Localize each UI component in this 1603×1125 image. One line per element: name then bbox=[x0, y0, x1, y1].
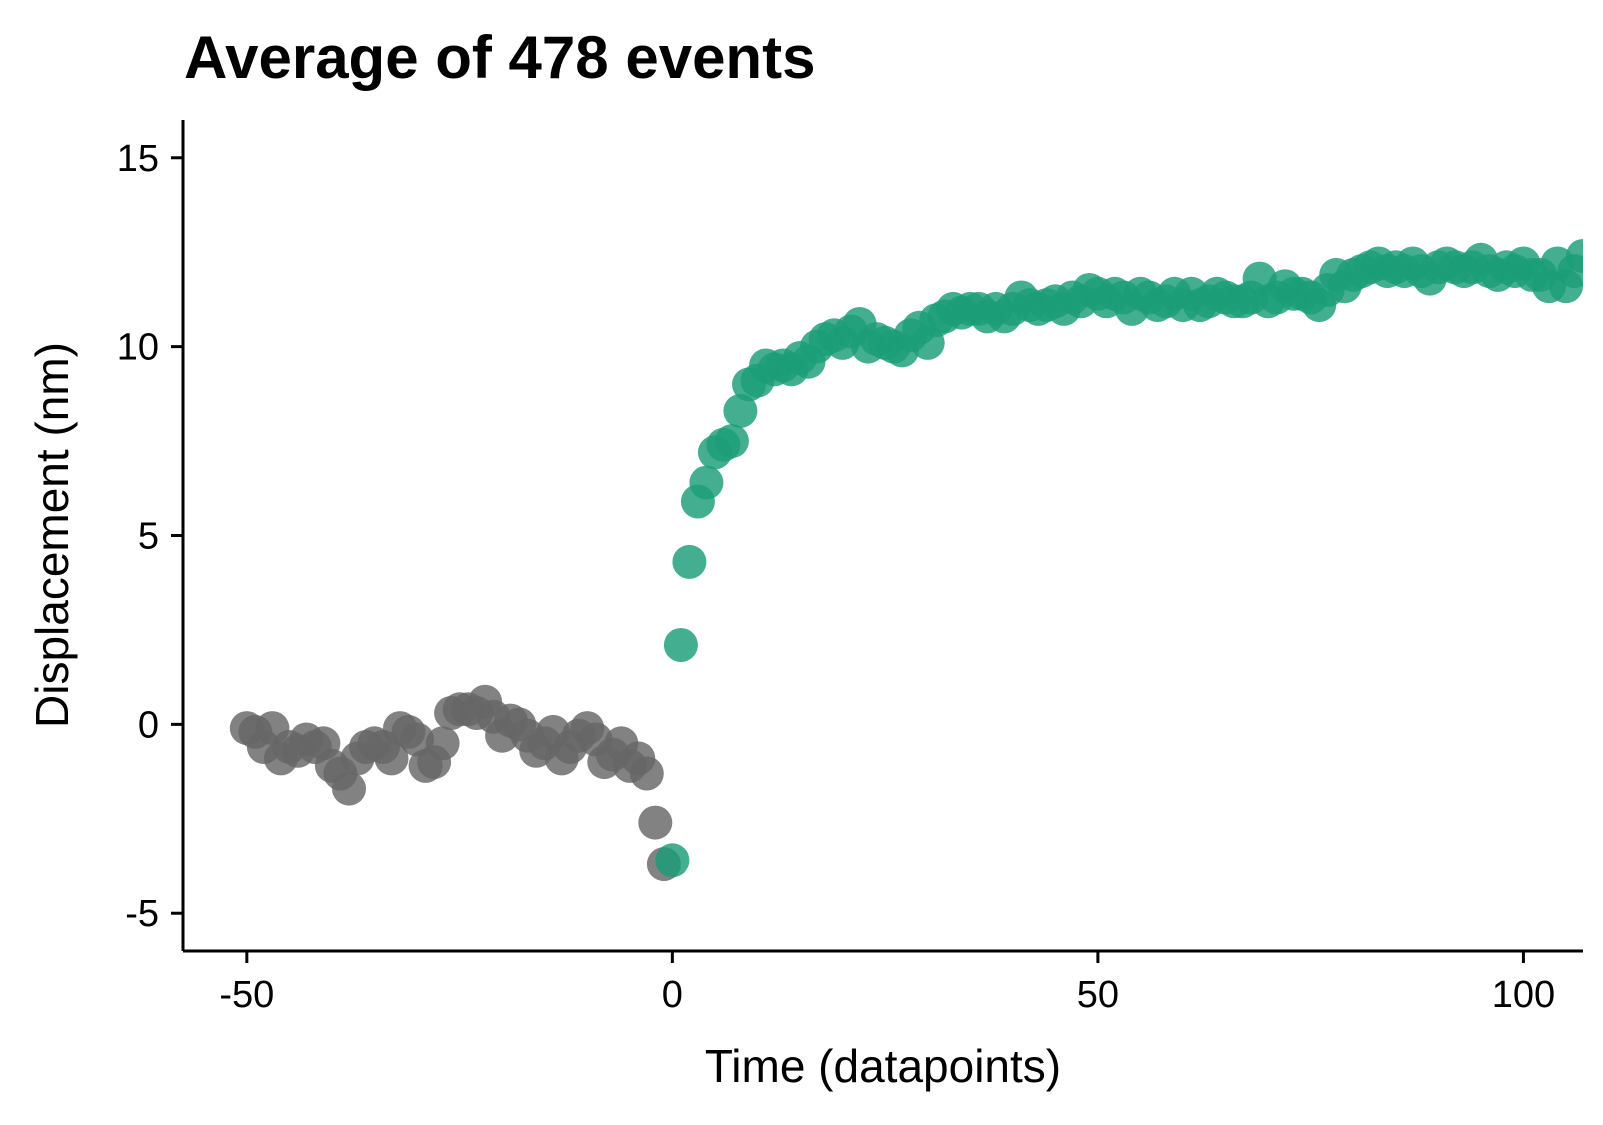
data-point bbox=[672, 544, 707, 579]
x-axis-title: Time (datapoints) bbox=[705, 1040, 1061, 1092]
data-point bbox=[714, 424, 749, 459]
y-tick-label: 5 bbox=[138, 516, 159, 558]
data-point bbox=[332, 771, 366, 806]
data-point bbox=[1566, 239, 1583, 273]
x-tick-label: 0 bbox=[662, 974, 683, 1016]
data-point bbox=[374, 741, 409, 776]
data-point bbox=[425, 726, 460, 761]
data-points bbox=[229, 239, 1583, 882]
y-axis-ticks: -5 0 5 10 15 bbox=[117, 138, 183, 935]
y-tick-label: 0 bbox=[138, 704, 159, 746]
data-point bbox=[638, 805, 673, 840]
data-point bbox=[723, 393, 758, 428]
y-tick-label: 10 bbox=[117, 327, 159, 369]
chart-title: Average of 478 events bbox=[184, 24, 815, 91]
data-point bbox=[663, 628, 698, 662]
data-point bbox=[629, 756, 664, 791]
x-axis-ticks: -50 0 50 100 bbox=[219, 951, 1555, 1016]
data-point bbox=[689, 465, 724, 500]
y-tick-label: -5 bbox=[125, 893, 159, 935]
y-axis-title: Displacement (nm) bbox=[26, 342, 78, 728]
x-tick-label: 100 bbox=[1492, 974, 1555, 1016]
x-tick-label: -50 bbox=[219, 974, 274, 1016]
x-tick-label: 50 bbox=[1077, 974, 1119, 1016]
y-tick-label: 15 bbox=[117, 138, 159, 180]
data-point bbox=[655, 843, 690, 878]
